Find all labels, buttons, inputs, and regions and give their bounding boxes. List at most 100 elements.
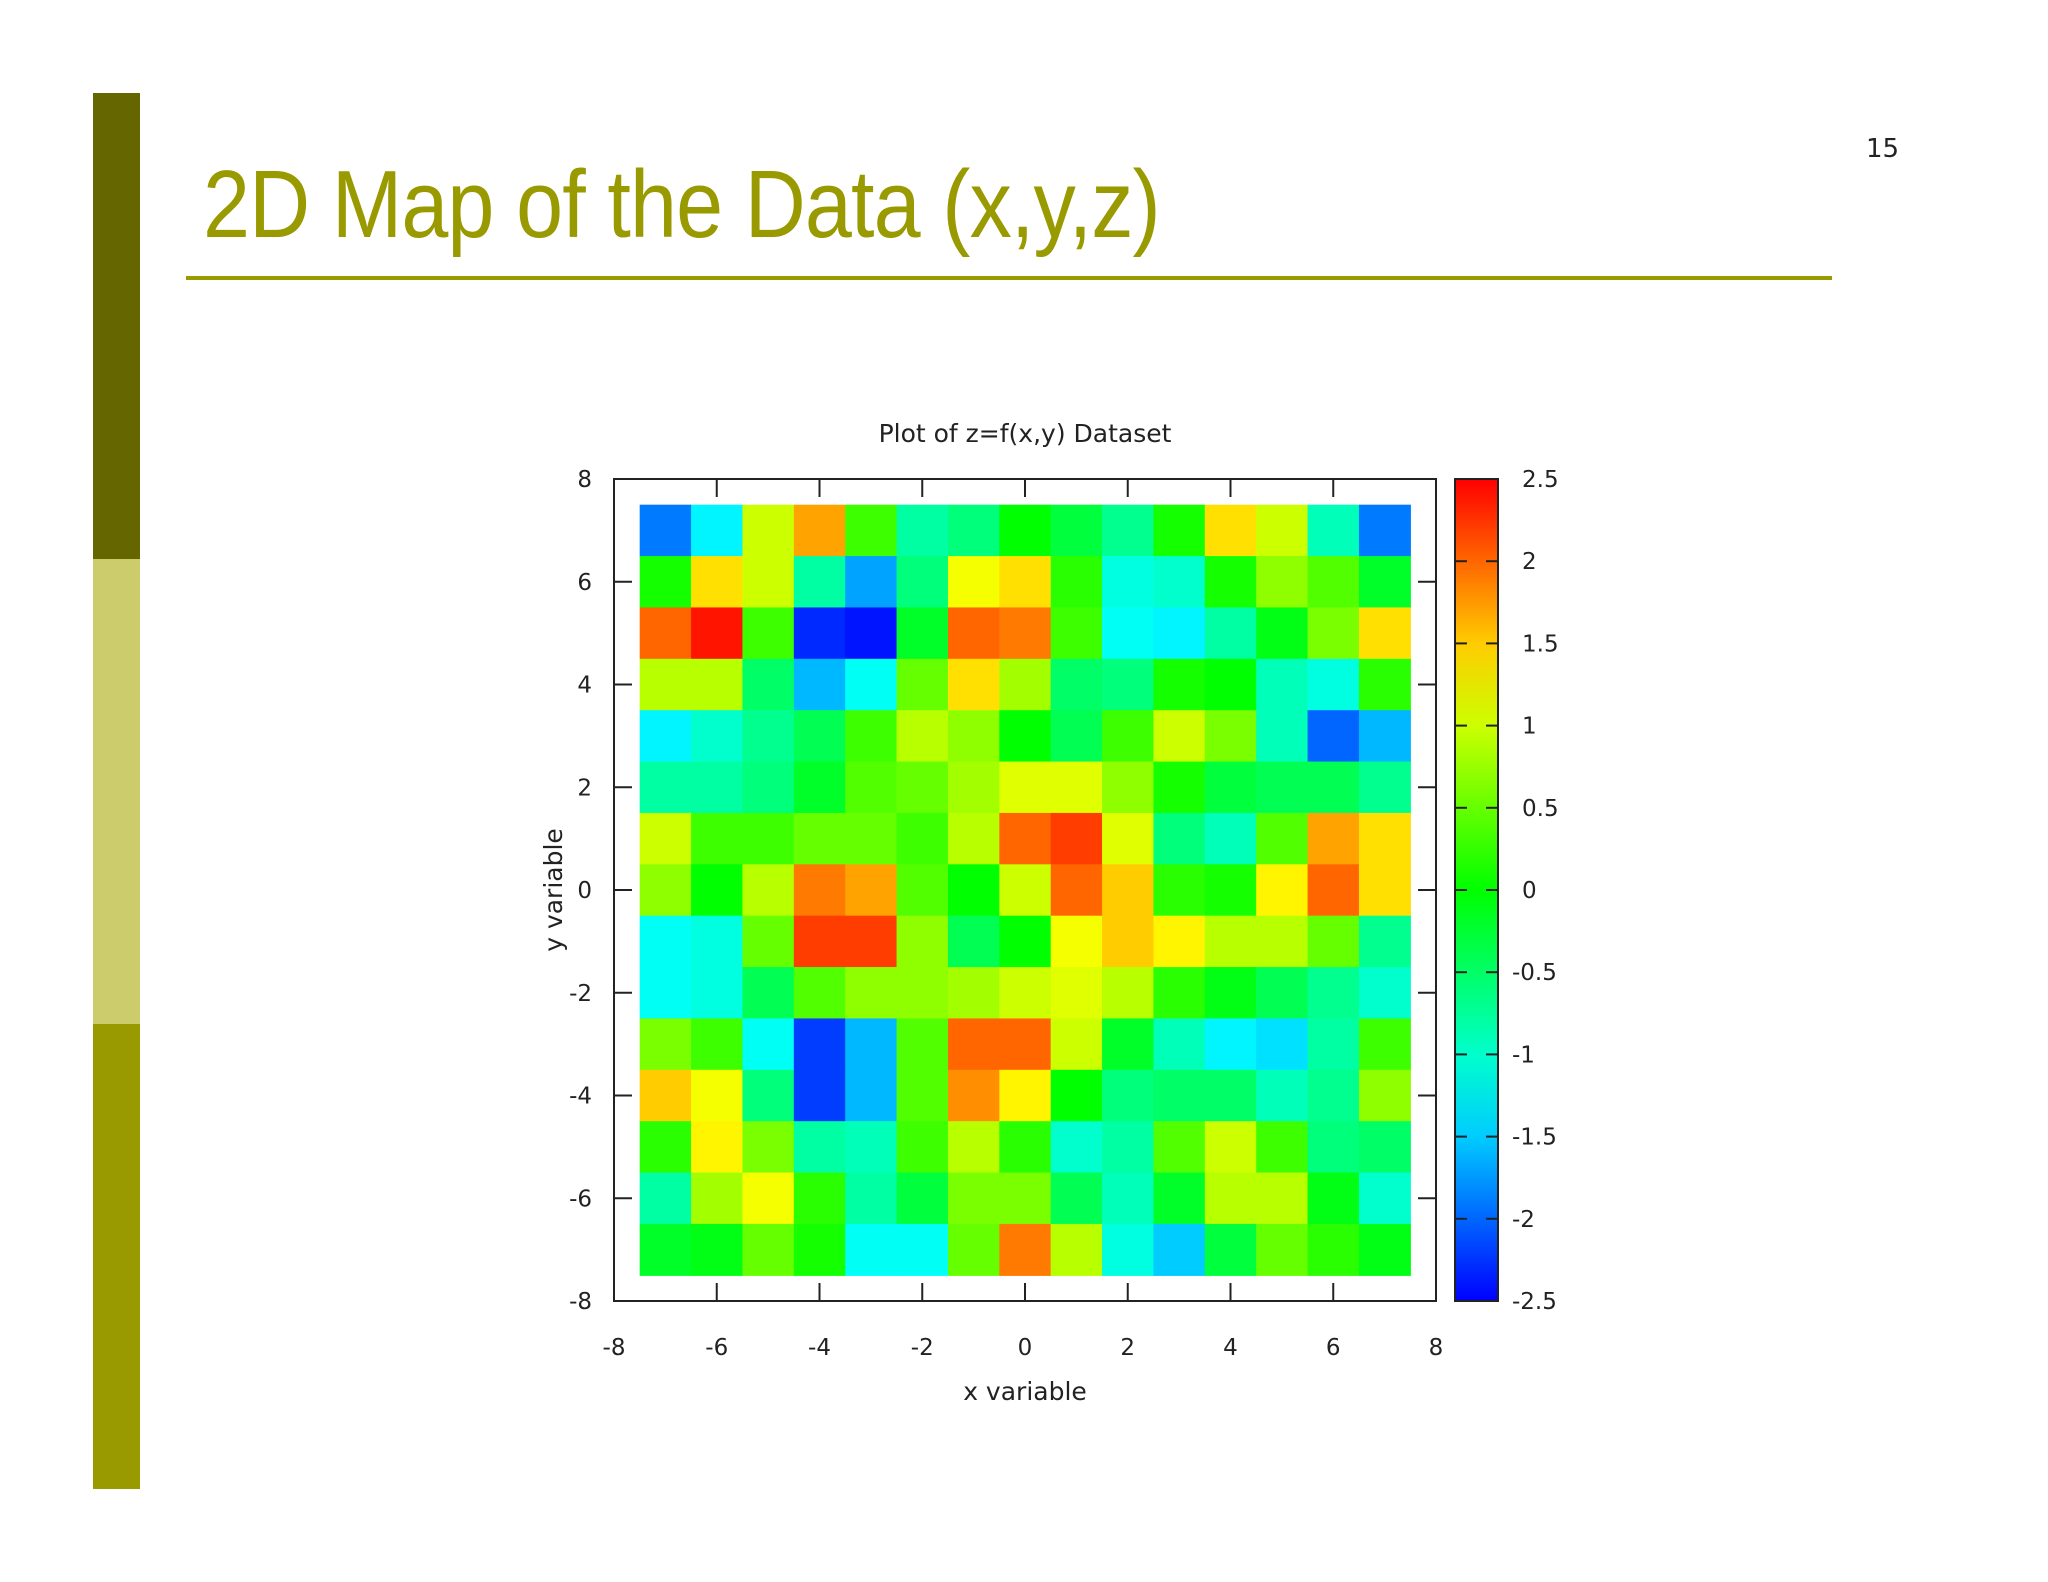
heatmap-cell	[742, 1069, 795, 1122]
heatmap-cell	[1358, 915, 1411, 968]
heatmap-cell	[1256, 864, 1309, 917]
heatmap-cell	[793, 1069, 846, 1122]
heatmap-cell	[691, 1121, 744, 1174]
heatmap-cell	[1153, 864, 1206, 917]
x-tick-label: 2	[1120, 1335, 1135, 1361]
heatmap-cell	[1307, 1121, 1360, 1174]
y-tick-label: 4	[577, 673, 592, 699]
heatmap-cell	[999, 1018, 1052, 1071]
heatmap-cell	[1102, 504, 1155, 557]
heatmap-cell	[1153, 812, 1206, 865]
heatmap-cell	[947, 607, 1000, 660]
heatmap-cell	[639, 1223, 692, 1276]
colorbar: 2.5 2 1.5 1 0.5 0 -0.5 -1 -1.5 -2 -2.5	[1454, 467, 1559, 1315]
heatmap-cell	[639, 607, 692, 660]
heatmap-cell	[691, 710, 744, 763]
heatmap-cell	[793, 812, 846, 865]
heatmap-cell	[1256, 1069, 1309, 1122]
heatmap-cell	[1307, 658, 1360, 711]
x-tick-label: -4	[808, 1335, 831, 1361]
heatmap-cell	[1358, 1223, 1411, 1276]
chart-title: Plot of z=f(x,y) Dataset	[879, 419, 1172, 448]
colorbar-tick-label: -1	[1512, 1042, 1535, 1068]
heatmap-cell	[947, 1172, 1000, 1225]
heatmap-cell	[1050, 967, 1103, 1020]
heatmap-cell	[845, 1121, 898, 1174]
heatmap-cell	[742, 607, 795, 660]
heatmap-cell	[639, 812, 692, 865]
heatmap-cell	[1307, 812, 1360, 865]
heatmap-cell	[999, 607, 1052, 660]
heatmap-cell	[1050, 864, 1103, 917]
heatmap-cell	[639, 967, 692, 1020]
heatmap-cell	[1153, 607, 1206, 660]
heatmap-cell	[845, 1223, 898, 1276]
x-axis-label: x variable	[963, 1377, 1087, 1406]
heatmap-cell	[1307, 607, 1360, 660]
heatmap-cell	[742, 864, 795, 917]
heatmap-cell	[896, 967, 949, 1020]
heatmap-cell	[1358, 556, 1411, 609]
y-tick-label: 0	[577, 878, 592, 904]
x-tick-label: -2	[911, 1335, 934, 1361]
heatmap-cell	[845, 607, 898, 660]
heatmap-cell	[1102, 607, 1155, 660]
colorbar-tick-label: -2	[1512, 1207, 1535, 1233]
heatmap-cell	[896, 1069, 949, 1122]
heatmap-cells	[639, 504, 1411, 1276]
heatmap-cell	[639, 710, 692, 763]
heatmap-cell	[845, 761, 898, 814]
heatmap-cell	[845, 812, 898, 865]
heatmap-cell	[1102, 1069, 1155, 1122]
heatmap-cell	[896, 761, 949, 814]
heatmap-cell	[1153, 504, 1206, 557]
heatmap-cell	[1307, 915, 1360, 968]
heatmap-cell	[1204, 556, 1257, 609]
heatmap-cell	[1153, 1223, 1206, 1276]
heatmap-cell	[742, 1223, 795, 1276]
heatmap-cell	[639, 658, 692, 711]
heatmap-cell	[691, 607, 744, 660]
heatmap-cell	[896, 1223, 949, 1276]
colorbar-tick-label: -0.5	[1512, 960, 1557, 986]
side-bar-olive	[93, 1024, 140, 1489]
heatmap-cell	[1307, 556, 1360, 609]
heatmap-cell	[845, 1018, 898, 1071]
heatmap-cell	[947, 761, 1000, 814]
heatmap-cell	[1050, 1121, 1103, 1174]
heatmap-cell	[691, 812, 744, 865]
heatmap-cell	[1204, 710, 1257, 763]
x-tick-label: -8	[603, 1335, 626, 1361]
y-tick-label: -6	[569, 1186, 592, 1212]
heatmap-cell	[845, 710, 898, 763]
heatmap-cell	[691, 761, 744, 814]
heatmap-cell	[1256, 607, 1309, 660]
heatmap-cell	[1358, 761, 1411, 814]
y-tick-label: 8	[577, 467, 592, 493]
heatmap-cell	[639, 915, 692, 968]
heatmap-cell	[691, 864, 744, 917]
x-tick-label: 4	[1223, 1335, 1238, 1361]
x-tick-label: 6	[1326, 1335, 1341, 1361]
heatmap-cell	[1256, 761, 1309, 814]
heatmap-cell	[742, 658, 795, 711]
heatmap-cell	[793, 658, 846, 711]
heatmap-cell	[691, 1223, 744, 1276]
colorbar-tick-label: 2.5	[1522, 467, 1559, 493]
heatmap-cell	[793, 915, 846, 968]
heatmap-cell	[691, 658, 744, 711]
heatmap-cell	[793, 864, 846, 917]
heatmap-cell	[742, 556, 795, 609]
heatmap-cell	[999, 556, 1052, 609]
heatmap-cell	[1050, 710, 1103, 763]
colorbar-tick-label: 0	[1522, 878, 1537, 904]
heatmap-cell	[1307, 761, 1360, 814]
heatmap-cell	[1204, 607, 1257, 660]
heatmap-cell	[639, 556, 692, 609]
heatmap-cell	[896, 658, 949, 711]
heatmap-cell	[1050, 556, 1103, 609]
heatmap-cell	[793, 504, 846, 557]
colorbar-tick-label: 0.5	[1522, 796, 1559, 822]
heatmap-cell	[742, 915, 795, 968]
heatmap-cell	[845, 504, 898, 557]
